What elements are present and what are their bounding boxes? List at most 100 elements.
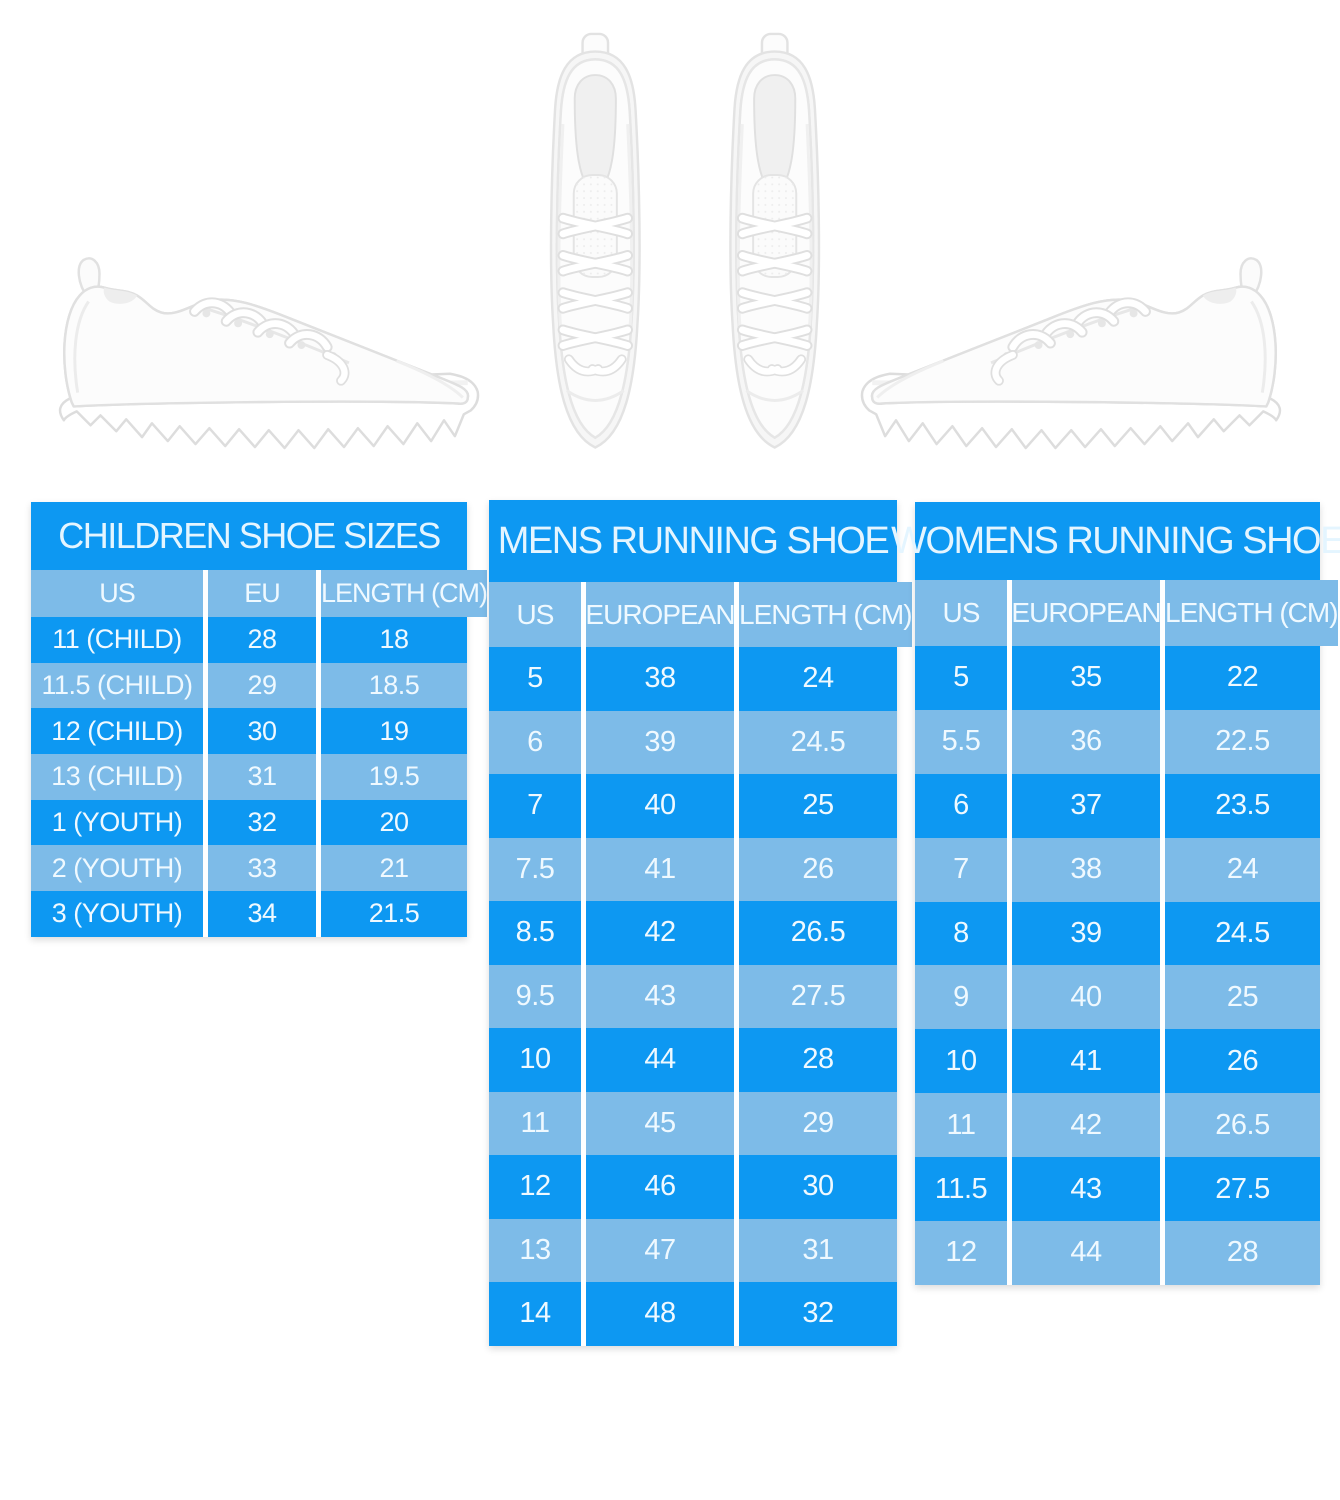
table-row: 14 48 32 (489, 1282, 897, 1346)
column-header: US (31, 570, 203, 617)
table-row: 11.5 43 27.5 (915, 1157, 1320, 1222)
table-cell: 10 (489, 1028, 581, 1092)
table-cell: 25 (739, 774, 897, 838)
table-row: 11 (CHILD) 28 18 (31, 617, 467, 663)
column-header: US (915, 580, 1007, 646)
table-cell: 25 (1165, 965, 1320, 1030)
table-cell: 27.5 (1165, 1157, 1320, 1222)
womens-sizes-table: WOMENS RUNNING SHOE US EUROPEAN LENGTH (CM… (891, 502, 1340, 1285)
table-row: 6 37 23.5 (915, 773, 1320, 838)
table-cell: 8 (915, 901, 1007, 966)
table-cell: 39 (1012, 901, 1160, 966)
table-cell: 41 (586, 837, 734, 901)
table-row: 5.5 36 22.5 (915, 709, 1320, 774)
table-cell: 21 (321, 845, 467, 892)
shoe-side-view-left (60, 258, 478, 448)
column-header: EU (208, 570, 316, 617)
mens-table-title: MENS RUNNING SHOE (489, 500, 897, 582)
table-cell: 40 (1012, 965, 1160, 1030)
table-cell: 19 (321, 708, 467, 755)
table-cell: 24 (1165, 837, 1320, 902)
table-row: 1 (YOUTH) 32 20 (31, 799, 467, 846)
table-cell: 7 (489, 774, 581, 838)
mens-sizes-table: MENS RUNNING SHOE US EUROPEAN LENGTH (CM) 5… (489, 500, 913, 1346)
table-cell: 11.5 (915, 1157, 1007, 1222)
table-cell: 46 (586, 1155, 734, 1219)
column-header: EUROPEAN (1011, 580, 1162, 646)
table-cell: 31 (739, 1218, 897, 1282)
table-cell: 26 (739, 837, 897, 901)
table-cell: 28 (1165, 1221, 1320, 1285)
table-row: 9 40 25 (915, 965, 1320, 1030)
table-cell: 33 (208, 845, 316, 892)
children-table-rows: US EU LENGTH (CM) 11 (CHILD) 28 18 11.5 (CHILD… (31, 570, 488, 937)
shoes-showcase (0, 0, 1340, 492)
table-cell: 43 (1012, 1157, 1160, 1222)
mens-table-rows: US EUROPEAN LENGTH (CM) 5 38 24 6 39 24.5 7 40 25 7.… (489, 582, 913, 1346)
womens-table-title: WOMENS RUNNING SHOE (891, 502, 1340, 580)
table-row: 13 (CHILD) 31 19.5 (31, 754, 467, 800)
table-cell: 24.5 (739, 710, 897, 774)
table-cell: 18.5 (321, 662, 467, 709)
table-cell: 36 (1012, 709, 1160, 774)
table-cell: 23.5 (1165, 773, 1320, 838)
table-cell: 12 (CHILD) (31, 708, 203, 755)
table-row: 5 35 22 (915, 646, 1320, 710)
table-cell: 32 (208, 799, 316, 846)
table-cell: 41 (1012, 1029, 1160, 1094)
table-row: 12 (CHILD) 30 19 (31, 708, 467, 755)
table-cell: 43 (586, 964, 734, 1028)
table-cell: 6 (915, 773, 1007, 838)
table-cell: 7.5 (489, 837, 581, 901)
table-cell: 30 (208, 708, 316, 755)
table-cell: 31 (208, 754, 316, 800)
column-header: LENGTH (CM) (321, 570, 488, 617)
table-cell: 22.5 (1165, 709, 1320, 774)
table-cell: 37 (1012, 773, 1160, 838)
table-cell: 5 (489, 647, 581, 711)
table-cell: 42 (1012, 1093, 1160, 1158)
womens-table-rows: US EUROPEAN LENGTH (CM) 5 35 22 5.5 36 22.5 6 37 23… (915, 580, 1339, 1285)
table-row: 11.5 (CHILD) 29 18.5 (31, 662, 467, 709)
table-cell: 22 (1165, 646, 1320, 710)
table-cell: 14 (489, 1282, 581, 1346)
column-header: LENGTH (CM) (739, 582, 913, 647)
table-cell: 38 (586, 647, 734, 711)
table-cell: 21.5 (321, 891, 467, 937)
table-cell: 7 (915, 837, 1007, 902)
table-row: 12 46 30 (489, 1155, 897, 1219)
table-row: 10 41 26 (915, 1029, 1320, 1094)
table-cell: 24.5 (1165, 901, 1320, 966)
table-cell: 35 (1012, 646, 1160, 710)
shoe-side-view-right (862, 258, 1280, 448)
table-row: 13 47 31 (489, 1218, 897, 1282)
table-row: 7 38 24 (915, 837, 1320, 902)
table-row: 11 45 29 (489, 1091, 897, 1155)
table-cell: 11 (489, 1091, 581, 1155)
table-cell: 28 (739, 1028, 897, 1092)
table-cell: 10 (915, 1029, 1007, 1094)
table-cell: 26.5 (1165, 1093, 1320, 1158)
table-cell: 45 (586, 1091, 734, 1155)
table-cell: 26.5 (739, 901, 897, 965)
table-cell: 2 (YOUTH) (31, 845, 203, 892)
table-cell: 26 (1165, 1029, 1320, 1094)
table-row: 2 (YOUTH) 33 21 (31, 845, 467, 892)
table-cell: 47 (586, 1218, 734, 1282)
table-row: 11 42 26.5 (915, 1093, 1320, 1158)
table-cell: 44 (1012, 1221, 1160, 1285)
table-row: 8.5 42 26.5 (489, 901, 897, 965)
table-cell: 1 (YOUTH) (31, 799, 203, 846)
table-cell: 40 (586, 774, 734, 838)
table-header-row: US EUROPEAN LENGTH (CM) (489, 582, 913, 647)
table-cell: 44 (586, 1028, 734, 1092)
table-row: 8 39 24.5 (915, 901, 1320, 966)
table-cell: 13 (489, 1218, 581, 1282)
table-cell: 38 (1012, 837, 1160, 902)
table-header-row: US EU LENGTH (CM) (31, 570, 488, 617)
table-cell: 29 (739, 1091, 897, 1155)
table-cell: 6 (489, 710, 581, 774)
column-header: LENGTH (CM) (1165, 580, 1339, 646)
table-cell: 29 (208, 662, 316, 709)
